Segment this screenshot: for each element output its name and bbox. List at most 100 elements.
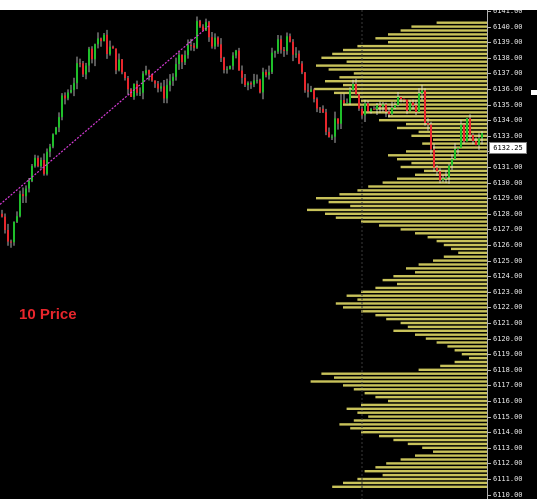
- volume-profile-bar: [382, 278, 487, 282]
- volume-profile-bar: [357, 298, 487, 301]
- candle-body-down: [64, 95, 66, 99]
- volume-profile-bar: [415, 271, 487, 274]
- candle-body-down: [106, 34, 108, 55]
- candle-body-down: [475, 140, 477, 146]
- volume-profile-bar: [307, 208, 487, 212]
- volume-profile-bar: [361, 310, 487, 313]
- candle-body-down: [385, 104, 387, 112]
- price-tick-label: 6134.00: [493, 116, 523, 125]
- price-tick-mark: [488, 338, 491, 340]
- candle-body-up: [229, 65, 231, 70]
- candle-body-up: [172, 76, 174, 81]
- candle-body-up: [70, 90, 72, 93]
- candle-body-down: [211, 37, 213, 47]
- candle-body-up: [445, 177, 447, 179]
- price-tick-mark: [488, 11, 491, 12]
- volume-profile-bar: [433, 259, 487, 262]
- candle-body-up: [268, 72, 270, 76]
- chart-window[interactable]: 10 Price 6141.00 6140.00 6139.00 6138.00 613…: [0, 10, 537, 499]
- candle-body-up: [421, 90, 423, 94]
- candle-body-down: [283, 49, 285, 52]
- candle-body-up: [103, 34, 105, 42]
- price-tick-label: 6124.00: [493, 272, 523, 281]
- candle-body-up: [340, 100, 342, 124]
- candle-body-down: [367, 103, 369, 112]
- candle-body-down: [163, 86, 165, 99]
- volume-profile-bar: [454, 349, 487, 352]
- candle-body-up: [457, 147, 459, 149]
- candle-body-up: [88, 48, 90, 66]
- volume-profile-bar: [411, 25, 487, 28]
- candle-body-up: [253, 80, 255, 85]
- candle-body-down: [238, 50, 240, 71]
- price-chart-plot[interactable]: [0, 10, 487, 499]
- volume-profile-bar: [382, 473, 487, 477]
- candle-body-down: [400, 96, 402, 100]
- candle-body-down: [406, 99, 408, 112]
- candle-body-down: [202, 26, 204, 31]
- candle-body-up: [274, 51, 276, 53]
- volume-profile-bar: [443, 243, 487, 247]
- volume-profile-bar: [388, 115, 487, 118]
- trendline-group: [0, 24, 211, 205]
- price-tick-mark: [488, 26, 491, 28]
- volume-profile-bar: [469, 356, 487, 360]
- candle-body-up: [40, 160, 42, 167]
- candle-body-up: [205, 22, 207, 31]
- price-tick-mark: [488, 494, 491, 496]
- volume-profile-bar: [451, 247, 487, 251]
- price-tick-label: 6137.00: [493, 69, 523, 78]
- volume-profile-bar: [379, 434, 487, 438]
- candle-body-down: [148, 70, 150, 75]
- candle-body-down: [181, 54, 183, 63]
- volume-profile-bar: [397, 126, 487, 130]
- volume-profile-bar: [436, 21, 487, 24]
- volume-profile-bar: [364, 470, 487, 473]
- candle-body-down: [427, 123, 429, 125]
- candle-body-down: [430, 124, 432, 150]
- volume-profile-bar: [400, 321, 487, 325]
- volume-profile-bar: [328, 200, 487, 204]
- price-tick-mark: [488, 354, 491, 356]
- candle-body-up: [52, 134, 54, 147]
- candle-body-up: [67, 92, 69, 99]
- candle-body-up: [262, 71, 264, 93]
- price-tick-mark: [488, 57, 491, 59]
- price-tick-mark: [488, 120, 491, 122]
- volume-profile-bar: [343, 103, 487, 106]
- volume-profile-bar: [415, 173, 487, 176]
- candle-body-up: [139, 92, 141, 94]
- candle-body-up: [61, 95, 63, 118]
- volume-profile-bar: [393, 275, 487, 278]
- price-tick-label: 6128.00: [493, 209, 523, 218]
- price-tick-mark: [488, 307, 491, 309]
- candlestick-series: [1, 16, 483, 248]
- price-tick-mark: [488, 479, 491, 480]
- volume-profile-bar: [346, 294, 487, 297]
- volume-profile-bar: [411, 161, 487, 165]
- price-tick-label: 6119.00: [493, 350, 523, 359]
- volume-profile-bar: [321, 372, 487, 375]
- candle-body-up: [397, 96, 399, 106]
- candle-body-down: [355, 83, 357, 95]
- candle-body-down: [433, 149, 435, 168]
- price-tick-mark: [488, 245, 491, 246]
- volume-profile-bar: [418, 368, 487, 371]
- volume-profile-bar: [353, 419, 487, 422]
- candle-body-down: [4, 216, 6, 230]
- candle-body-down: [124, 72, 126, 79]
- volume-profile-bar: [433, 450, 487, 453]
- price-tick-mark: [488, 89, 491, 90]
- price-axis[interactable]: 6141.00 6140.00 6139.00 6138.00 6137.00 6136.…: [487, 10, 537, 499]
- candle-body-down: [358, 94, 360, 109]
- price-tick-label: 6115.00: [493, 412, 523, 421]
- candle-body-down: [325, 112, 327, 132]
- volume-profile-bar: [415, 454, 487, 457]
- candle-body-down: [307, 90, 309, 92]
- price-tick-label: 6125.00: [493, 256, 523, 265]
- candle-body-down: [199, 21, 201, 27]
- candle-body-up: [271, 52, 273, 73]
- volume-profile-bar: [400, 165, 487, 169]
- volume-profile-bar: [314, 87, 487, 91]
- candle-body-down: [127, 78, 129, 90]
